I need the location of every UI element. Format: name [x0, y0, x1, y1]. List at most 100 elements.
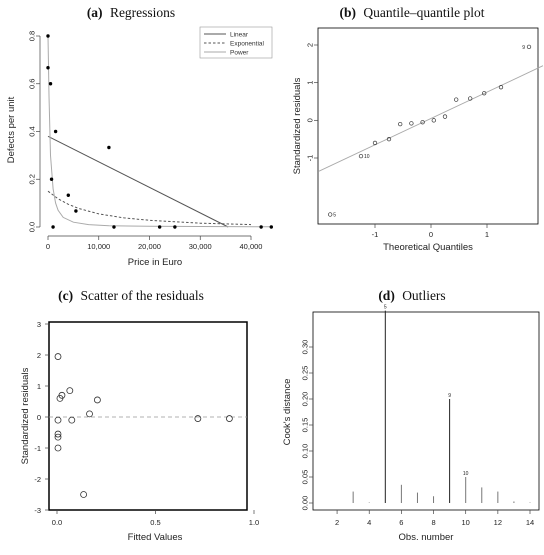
- x-tick-label: 40,000: [240, 242, 263, 251]
- x-tick-label: -1: [372, 230, 379, 239]
- panel-a-axes: 0 10,000 20,000 30,000 40,000 0.0 0.2 0.4 0.6 0.8: [28, 31, 263, 251]
- bar-label: 9: [448, 393, 451, 399]
- legend-linear-label: Linear: [230, 32, 249, 39]
- linear-fit-line: [47, 135, 229, 228]
- residual-point: [94, 396, 101, 404]
- y-tick-label: 0.05: [301, 470, 310, 485]
- residual-point: [54, 416, 62, 424]
- qq-point: [482, 91, 487, 96]
- y-tick-label: -3: [34, 506, 41, 515]
- residual-point: [54, 444, 62, 452]
- y-tick-label: 0.2: [28, 174, 37, 184]
- panel-c-title-prefix: (c): [58, 288, 73, 303]
- panel-c-points: [54, 353, 233, 498]
- panel-d-title-prefix: (d): [378, 288, 395, 303]
- y-tick-label: 0.4: [28, 126, 37, 136]
- x-tick-label: 2: [335, 518, 339, 527]
- y-tick-label: 0.00: [301, 496, 310, 511]
- data-point: [269, 225, 273, 229]
- panel-a-title: (a) Regressions: [87, 5, 175, 20]
- residual-point: [66, 387, 74, 395]
- panel-b-axes: -1 0 1 -1 0 1 2: [306, 43, 490, 239]
- data-point: [66, 193, 71, 197]
- y-tick-label: 2: [37, 351, 41, 360]
- qq-point: [420, 120, 425, 125]
- x-tick-label: 1.0: [249, 518, 259, 527]
- x-tick-label: 10,000: [87, 242, 110, 251]
- data-point: [259, 225, 263, 229]
- x-tick-label: 10: [462, 518, 470, 527]
- panel-a-title-text: Regressions: [110, 5, 175, 20]
- y-tick-label: 0.20: [301, 392, 310, 407]
- residual-point: [80, 491, 88, 498]
- data-point: [107, 145, 111, 150]
- panel-b-xlabel: Theoretical Quantiles: [383, 242, 473, 253]
- data-point: [157, 225, 162, 229]
- panel-c-ylabel: Standardized residuals: [20, 367, 31, 464]
- data-point: [173, 225, 177, 229]
- y-tick-label: 0.25: [301, 366, 310, 381]
- y-tick-label: 0.6: [28, 79, 37, 89]
- data-point: [53, 129, 58, 134]
- panel-c-axes: 0.0 0.5 1.0 -3 -2 -1 0 1 2 3: [34, 320, 259, 527]
- data-point: [112, 225, 116, 229]
- panel-d-frame: [312, 311, 540, 511]
- residual-point: [54, 430, 62, 438]
- y-tick-label: -1: [34, 444, 41, 453]
- qq-point: [431, 118, 436, 123]
- panel-b-title-text: Quantile–quantile plot: [363, 5, 484, 20]
- panel-regressions: (a) Regressions Price in Euro Defects pe…: [6, 5, 273, 268]
- panel-a-legend: Linear Exponential Power: [199, 26, 273, 59]
- y-tick-label: -1: [306, 155, 315, 162]
- legend-power-label: Power: [230, 50, 249, 57]
- panel-a-points: [46, 34, 273, 229]
- power-fit-line: [47, 35, 272, 228]
- qq-point-label: 5: [333, 213, 336, 219]
- y-tick-label: 0.8: [28, 31, 37, 41]
- panel-c-title-text: Scatter of the residuals: [81, 288, 204, 303]
- x-tick-label: 6: [399, 518, 403, 527]
- x-tick-label: 4: [367, 518, 371, 527]
- panel-b-points: 5 10 9: [328, 44, 532, 219]
- panel-c-xlabel: Fitted Values: [128, 532, 183, 543]
- residual-point: [58, 391, 66, 399]
- qq-point: [328, 212, 333, 217]
- x-tick-label: 20,000: [138, 242, 161, 251]
- residual-point: [225, 415, 233, 422]
- residual-point: [54, 433, 62, 441]
- y-tick-label: 0.30: [301, 340, 310, 355]
- legend-box: [199, 26, 273, 59]
- panel-d-title-text: Outliers: [402, 288, 446, 303]
- panel-a-xlabel: Price in Euro: [128, 257, 182, 268]
- panel-b-reference-line: [318, 65, 544, 172]
- y-tick-label: 0: [37, 413, 41, 422]
- x-tick-label: 14: [526, 518, 534, 527]
- legend-exponential-label: Exponential: [230, 41, 265, 48]
- data-point: [49, 177, 54, 181]
- data-point: [51, 225, 55, 229]
- qq-point: [498, 85, 504, 90]
- y-tick-label: 2: [306, 43, 315, 47]
- x-tick-label: 0.0: [52, 518, 62, 527]
- y-tick-label: 0.15: [301, 418, 310, 433]
- data-point: [46, 34, 50, 38]
- residual-point: [194, 415, 202, 422]
- panel-d-bars: 5 9 10: [352, 305, 531, 503]
- bar-label: 10: [463, 471, 469, 477]
- panel-a-ylabel: Defects per unit: [6, 96, 17, 163]
- panel-b-frame: [317, 27, 539, 225]
- y-tick-label: 0.10: [301, 444, 310, 459]
- y-tick-label: 1: [306, 81, 315, 85]
- y-tick-label: -2: [34, 475, 41, 484]
- data-point: [48, 82, 53, 86]
- panel-b-title: (b) Quantile–quantile plot: [340, 5, 485, 20]
- x-tick-label: 0.5: [150, 518, 160, 527]
- data-point: [74, 209, 78, 213]
- y-tick-label: 0: [306, 118, 315, 122]
- panel-b-ylabel: Standardized residuals: [292, 77, 303, 174]
- panel-d-xlabel: Obs. number: [399, 532, 454, 543]
- data-point: [46, 66, 50, 70]
- residual-point: [54, 353, 62, 360]
- residual-point: [86, 410, 93, 418]
